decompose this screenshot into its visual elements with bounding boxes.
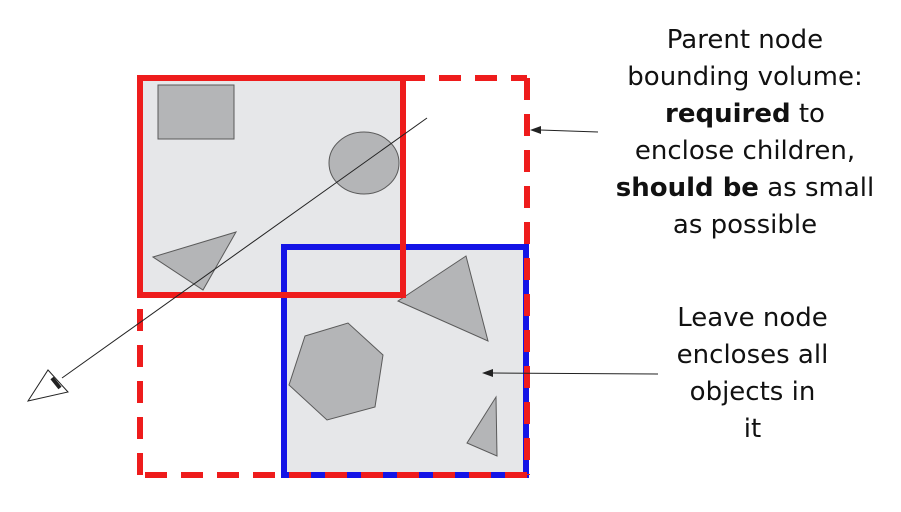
- parent-callout-line2: bounding volume:: [627, 62, 863, 92]
- view-ray: [61, 117, 428, 379]
- object-rectangle: [157, 84, 235, 140]
- parent-callout-line1: Parent node: [666, 25, 824, 55]
- should-be-emphasis: should be: [615, 173, 759, 203]
- eye-icon: [26, 369, 69, 402]
- object-triangle-small: [466, 395, 498, 457]
- parent-callout-line3-rest: to: [790, 99, 825, 129]
- leaf-callout-line3: objects in: [689, 377, 816, 407]
- object-triangle-upper: [396, 255, 489, 342]
- leaf-node-callout: Leave node encloses all objects in it: [630, 300, 875, 448]
- leaf-callout-arrow: [482, 369, 659, 377]
- object-triangle-left: [151, 231, 238, 291]
- leaf-callout-line2: encloses all: [676, 340, 829, 370]
- leaf-callout-line1: Leave node: [677, 303, 828, 333]
- parent-callout-line3: required to: [600, 96, 890, 133]
- parent-callout-line4: enclose children,: [634, 136, 856, 166]
- required-emphasis: required: [665, 99, 791, 129]
- parent-callout-arrow: [530, 126, 599, 134]
- parent-callout-line6: as possible: [672, 210, 818, 240]
- leaf-callout-line4: it: [743, 414, 762, 444]
- child-node-border: [137, 75, 406, 298]
- parent-callout-line5: should be as small: [600, 170, 890, 207]
- object-hexagon: [288, 322, 384, 421]
- parent-node-callout: Parent node bounding volume: required to…: [600, 22, 890, 244]
- parent-callout-line5-rest: as small: [758, 173, 875, 203]
